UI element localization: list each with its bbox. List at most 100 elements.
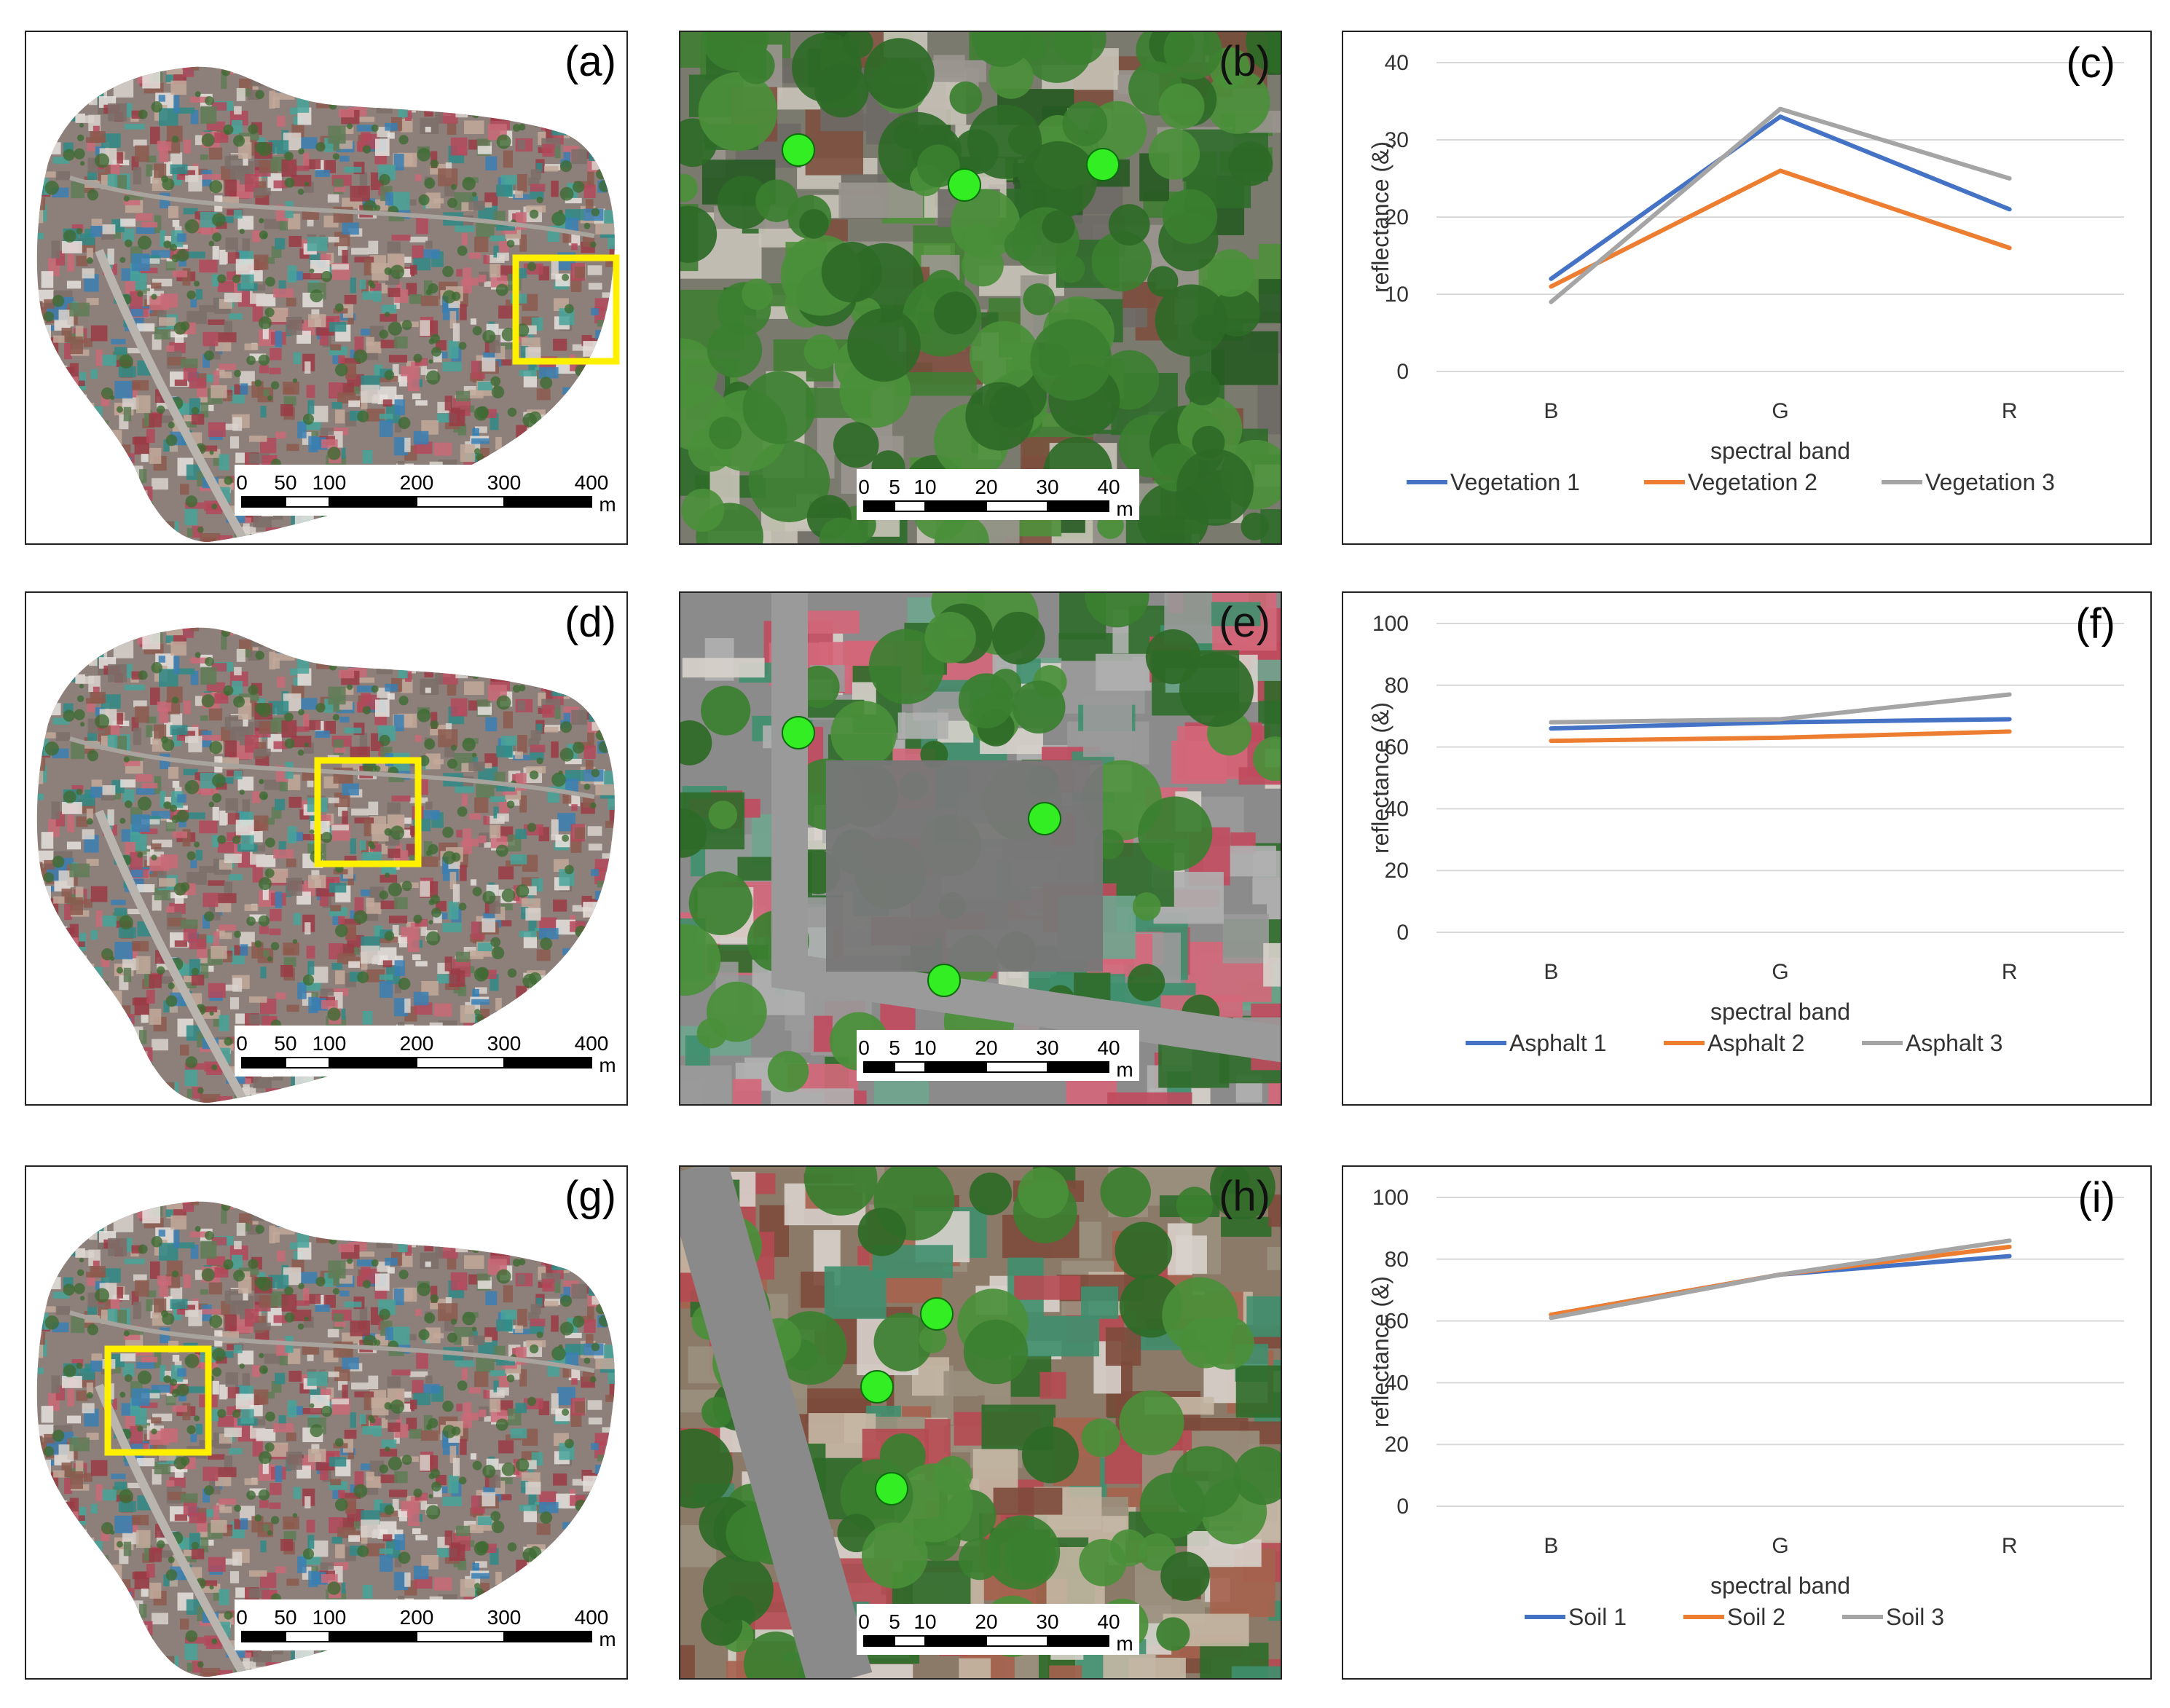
series-line-2 xyxy=(1549,168,2012,289)
x-tick-label: B xyxy=(1544,399,1558,423)
y-tick-label: 80 xyxy=(1385,1248,1409,1272)
scale-tick-label: 50 xyxy=(274,1032,296,1055)
scale-unit: m xyxy=(599,1628,616,1650)
scale-bar: 0 5 10 20 30 40m xyxy=(857,469,1139,520)
scale-tick-label: 10 xyxy=(913,1036,936,1059)
panel-label: (i) xyxy=(2077,1174,2115,1221)
scale-tick-label: 200 xyxy=(400,1606,434,1629)
scale-tick-label: 5 xyxy=(889,1036,900,1059)
scale-tick-label: 40 xyxy=(1097,1610,1120,1633)
legend-entry: Asphalt 1 xyxy=(1466,1030,1606,1056)
scale-tick-label: 100 xyxy=(312,471,347,494)
x-tick-label: B xyxy=(1544,960,1558,984)
legend-entry: Vegetation 2 xyxy=(1644,469,1817,495)
panel-label: (e) xyxy=(1219,599,1270,646)
legend-entry: Soil 1 xyxy=(1525,1604,1627,1630)
panel-label: (b) xyxy=(1219,38,1270,85)
scale-tick-label: 0 xyxy=(858,1036,870,1059)
x-tick-label: G xyxy=(1772,1534,1788,1558)
scale-tick-label: 20 xyxy=(975,476,997,498)
legend-label: Soil 3 xyxy=(1886,1604,1944,1630)
scale-tick-label: 40 xyxy=(1097,476,1120,498)
aerial-photo: 0 5 10 20 30 40m xyxy=(680,593,1281,1104)
legend-label: Asphalt 2 xyxy=(1707,1030,1804,1056)
y-tick-label: 10 xyxy=(1385,283,1409,307)
y-axis-title: reflectance (&) xyxy=(1367,1276,1393,1428)
panel-label: (d) xyxy=(565,599,616,646)
detail-map-b: 0 5 10 20 30 40 m (b) xyxy=(679,31,1282,545)
panel-label: (c) xyxy=(2066,39,2115,87)
series-line-1 xyxy=(1549,717,2012,731)
scale-tick-label: 400 xyxy=(575,471,609,494)
x-axis-title: spectral band xyxy=(1710,438,1850,464)
study-area-box xyxy=(512,254,620,365)
scale-tick-label: 30 xyxy=(1036,1036,1058,1059)
panel-label: (h) xyxy=(1219,1173,1270,1220)
legend-entry: Asphalt 3 xyxy=(1862,1030,2002,1056)
y-tick-label: 60 xyxy=(1385,736,1409,760)
y-tick-label: 100 xyxy=(1372,612,1409,636)
legend-label: Vegetation 3 xyxy=(1925,469,2055,495)
scale-bar: 0 5 10 20 30 40m xyxy=(857,1604,1139,1655)
series-line-3 xyxy=(1549,692,2012,725)
x-axis-title: spectral band xyxy=(1710,999,1850,1025)
scale-tick-label: 0 xyxy=(858,1610,870,1633)
series-line-3 xyxy=(1549,1238,2012,1321)
series-line-1 xyxy=(1549,114,2012,281)
scale-bar: 0 5 10 20 30 40m xyxy=(857,1030,1139,1081)
scale-tick-label: 200 xyxy=(400,1032,434,1055)
legend-label: Asphalt 1 xyxy=(1509,1030,1606,1056)
scale-tick-label: 400 xyxy=(575,1032,609,1055)
aerial-photo: 0 5 10 20 30 40m xyxy=(680,32,1281,543)
y-tick-label: 0 xyxy=(1396,921,1409,945)
y-tick-label: 40 xyxy=(1385,51,1409,75)
study-area-box xyxy=(104,1345,212,1456)
detail-map-h: 0 5 10 20 30 40 m (h) xyxy=(679,1165,1282,1680)
scale-tick-label: 100 xyxy=(312,1606,347,1629)
scale-tick-label: 0 xyxy=(236,1032,248,1055)
x-tick-label: R xyxy=(2002,1534,2018,1558)
y-tick-label: 80 xyxy=(1385,674,1409,698)
sample-point xyxy=(860,1370,894,1404)
y-tick-label: 100 xyxy=(1372,1186,1409,1210)
sample-point xyxy=(948,168,981,202)
series-line-3 xyxy=(1549,106,2012,304)
legend-entry: Asphalt 2 xyxy=(1664,1030,1804,1056)
scale-tick-label: 5 xyxy=(889,476,900,498)
sample-point xyxy=(782,133,815,167)
legend-label: Vegetation 2 xyxy=(1688,469,1817,495)
scale-tick-label: 10 xyxy=(913,1610,936,1633)
y-tick-label: 0 xyxy=(1396,360,1409,384)
scale-tick-label: 300 xyxy=(487,1606,522,1629)
scale-tick-label: 100 xyxy=(312,1032,347,1055)
x-tick-label: G xyxy=(1772,960,1788,984)
detail-map-e: 0 5 10 20 30 40 m (e) xyxy=(679,591,1282,1106)
scale-unit: m xyxy=(599,493,616,516)
scale-tick-label: 50 xyxy=(274,1606,296,1629)
x-axis-title: spectral band xyxy=(1710,1573,1850,1599)
overview-map-a: 0 50 100 200 300 400 m (a) xyxy=(25,31,628,545)
x-tick-label: R xyxy=(2002,960,2018,984)
scale-tick-label: 20 xyxy=(975,1036,997,1059)
scale-unit: m xyxy=(1116,497,1133,520)
legend-label: Vegetation 1 xyxy=(1450,469,1580,495)
y-axis-title: reflectance (&) xyxy=(1367,702,1393,854)
sample-point xyxy=(927,964,961,997)
y-tick-label: 60 xyxy=(1385,1310,1409,1334)
legend-label: Soil 1 xyxy=(1568,1604,1627,1630)
y-tick-label: 40 xyxy=(1385,1371,1409,1395)
scale-tick-label: 0 xyxy=(236,1606,248,1629)
x-tick-label: R xyxy=(2002,399,2018,423)
scale-tick-label: 200 xyxy=(400,471,434,494)
y-tick-label: 0 xyxy=(1396,1495,1409,1519)
legend-label: Asphalt 3 xyxy=(1906,1030,2002,1056)
study-area-box xyxy=(314,757,422,867)
sample-point xyxy=(920,1297,954,1331)
